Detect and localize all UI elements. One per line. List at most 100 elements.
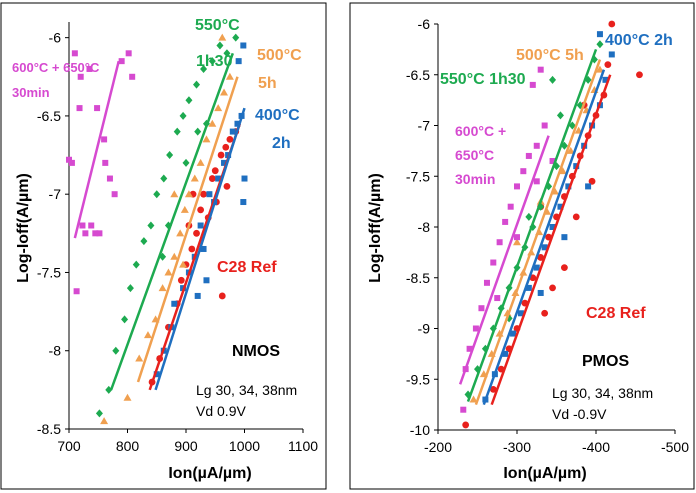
nmos-series-3-point: [160, 174, 168, 183]
nmos-series-2-point: [143, 331, 152, 339]
nmos-series-4-point: [73, 288, 80, 295]
pmos-panel: -10 -9.5 -9 -8.5 -8 -7.5 -7 -6.5 -6 -200 -300 -400…: [349, 2, 695, 490]
pmos-series-3-point: [568, 121, 576, 130]
pmos-series-4-point: [541, 122, 548, 129]
pmos-series-0-point: [541, 309, 549, 317]
nmos-series-3-point: [193, 80, 201, 89]
nmos-series-1-point: [215, 175, 222, 182]
nmos-series-1-point: [240, 42, 247, 49]
pmos-series-4-point: [520, 168, 527, 175]
pmos-series-4-fit-line: [458, 135, 550, 385]
nmos-fit-lines: [73, 52, 246, 391]
nmos-x-tick-label: 1000: [229, 438, 260, 454]
nmos-series-2-point: [100, 417, 109, 425]
nmos-series-4-fit-line: [73, 60, 120, 239]
pmos-series-4-point: [490, 259, 497, 266]
nmos-series-2-point: [220, 88, 229, 96]
nmos-series-4-point: [111, 191, 118, 198]
pmos-series-1-point: [561, 234, 568, 241]
nmos-series-3-point: [121, 315, 129, 324]
nmos-series-4-point: [106, 175, 113, 182]
pmos-device-label: PMOS: [582, 353, 629, 370]
nmos-series-1-point: [203, 277, 210, 284]
pmos-series-1-point: [533, 264, 540, 271]
pmos-label-400: 400°C 2h: [605, 32, 673, 49]
pmos-y-tick-label: -8.5: [406, 270, 430, 286]
pmos-series-4-point: [533, 142, 540, 149]
nmos-x-axis-label: Ion(µA/µm): [168, 465, 251, 482]
pmos-series-0-point: [572, 213, 580, 221]
nmos-series-4-point: [88, 222, 95, 229]
nmos-series-1-point: [221, 159, 228, 166]
pmos-series-4-point: [494, 295, 501, 302]
nmos-series-3-point: [232, 33, 240, 42]
nmos-series-4-point: [68, 159, 75, 166]
nmos-series-3-point: [185, 96, 193, 105]
nmos-series-3-fit-line: [109, 52, 234, 391]
nmos-series-2-point: [184, 190, 193, 198]
nmos-label-c28: C28 Ref: [217, 259, 277, 276]
pmos-y-tick-label: -8: [418, 219, 431, 235]
nmos-series-3-point: [132, 260, 140, 269]
nmos-series-3-point: [179, 111, 187, 120]
nmos-series-4-point: [101, 136, 108, 143]
nmos-series-0-point: [222, 143, 230, 151]
nmos-series-1-point: [240, 199, 247, 206]
pmos-label-c28: C28 Ref: [586, 305, 646, 322]
pmos-label-500: 500°C 5h: [516, 47, 584, 64]
pmos-series-2-fit-line: [474, 59, 602, 406]
nmos-series-1-point: [194, 292, 201, 299]
nmos-series-3-point: [173, 127, 181, 136]
nmos-series-3-point: [194, 127, 202, 136]
nmos-series-2-point: [123, 393, 132, 401]
nmos-series-0-point: [200, 190, 207, 198]
nmos-condition-lg: Lg 30, 34, 38nm: [196, 382, 297, 398]
pmos-series-4-point: [529, 81, 536, 88]
pmos-series-4-point: [496, 239, 503, 246]
pmos-series-4-point: [533, 178, 540, 185]
nmos-series-4-point: [76, 105, 83, 112]
pmos-series-0-point: [604, 61, 612, 68]
nmos-series-2-point: [176, 229, 185, 237]
pmos-series-0-point: [549, 284, 556, 292]
pmos-series-4-point: [483, 279, 490, 286]
nmos-series-2-point: [180, 205, 189, 213]
nmos-series-2-point: [170, 190, 179, 198]
nmos-series-1-point: [197, 222, 204, 229]
nmos-panel-border: [0, 2, 327, 490]
nmos-series-1-point: [235, 58, 242, 65]
nmos-label-600-line1: 600°C + 650°C: [12, 60, 100, 75]
nmos-series-3-point: [153, 190, 161, 199]
nmos-series-0-point: [223, 182, 231, 190]
pmos-series-2-point: [595, 65, 604, 73]
nmos-series-1-point: [200, 245, 207, 252]
pmos-series-4-point: [502, 218, 509, 225]
pmos-y-tick-label: -6: [418, 16, 431, 32]
nmos-label-550-line1: 550°C: [195, 17, 240, 34]
nmos-series-4-point: [129, 73, 136, 80]
nmos-series-4-point: [77, 73, 84, 80]
nmos-series-2-point: [170, 252, 179, 260]
pmos-label-600-line1: 600°C +: [455, 123, 506, 139]
nmos-series-0-point: [208, 175, 216, 182]
pmos-series-4-point: [537, 66, 544, 73]
pmos-series-4-point: [466, 345, 473, 352]
nmos-series-1-point: [153, 371, 160, 378]
nmos-series-4-point: [79, 222, 86, 229]
pmos-series-2-point: [566, 146, 575, 154]
pmos-series-4-point: [478, 305, 485, 312]
nmos-data-points: [66, 33, 248, 425]
nmos-series-3-point: [140, 237, 148, 246]
pmos-series-1-point: [602, 76, 609, 83]
nmos-series-3-point: [223, 49, 231, 58]
pmos-label-550: 550°C 1h30: [440, 71, 526, 88]
nmos-series-1-point: [171, 300, 178, 307]
pmos-condition-lg: Lg 30, 34, 38nm: [552, 385, 653, 401]
pmos-x-axis-label: Ion(µA/µm): [503, 465, 586, 482]
nmos-condition-vd: Vd 0.9V: [196, 403, 246, 419]
nmos-series-4-point: [82, 230, 89, 237]
nmos-series-3-point: [208, 57, 216, 66]
nmos-series-0-point: [226, 136, 234, 143]
pmos-y-tick-label: -9.5: [406, 371, 430, 387]
nmos-y-axis-label: Log-Ioff(A/µm): [15, 173, 32, 283]
